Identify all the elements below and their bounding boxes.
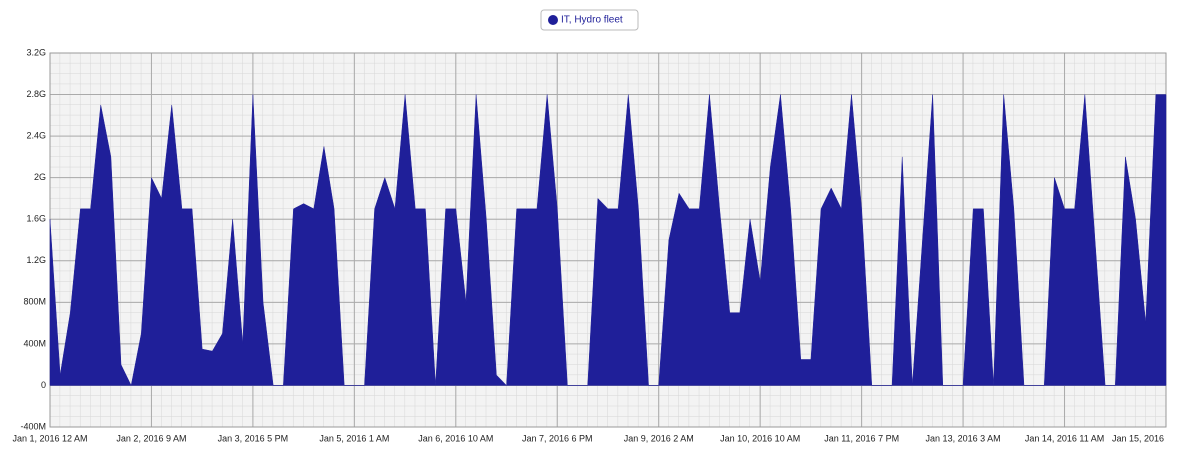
y-tick-label: 400M — [23, 338, 46, 348]
legend-label: IT, Hydro fleet — [561, 15, 623, 26]
x-tick-label: Jan 10, 2016 10 AM — [720, 433, 800, 443]
x-tick-label: Jan 2, 2016 9 AM — [116, 433, 186, 443]
legend-marker — [548, 15, 558, 25]
x-tick-label: Jan 1, 2016 12 AM — [12, 433, 87, 443]
x-tick-label: Jan 14, 2016 11 AM — [1025, 433, 1104, 443]
y-tick-label: 3.2G — [26, 47, 46, 57]
y-tick-label: 2G — [34, 172, 46, 182]
area — [49, 94, 1167, 387]
x-tick-label: Jan 7, 2016 6 PM — [522, 433, 593, 443]
x-tick-label: Jan 13, 2016 3 AM — [926, 433, 1001, 443]
x-tick-label: Jan 9, 2016 2 AM — [624, 433, 694, 443]
x-tick-label: Jan 3, 2016 5 PM — [218, 433, 289, 443]
y-tick-label: 2.4G — [26, 130, 46, 140]
y-tick-label: 1.6G — [26, 214, 46, 224]
x-tick-label: Jan 15, 2016 — [1112, 433, 1164, 443]
y-tick-label: 1.2G — [26, 255, 46, 265]
legend[interactable]: IT, Hydro fleet — [540, 9, 639, 31]
y-tick-label: 2.8G — [26, 89, 46, 99]
y-tick-label: 800M — [23, 297, 46, 307]
x-tick-label: Jan 11, 2016 7 PM — [824, 433, 899, 443]
x-tick-label: Jan 5, 2016 1 AM — [319, 433, 389, 443]
y-tick-label: 0 — [41, 380, 46, 390]
y-tick-label: -400M — [20, 421, 46, 431]
legend-box — [540, 9, 639, 31]
x-tick-label: Jan 6, 2016 10 AM — [418, 433, 493, 443]
